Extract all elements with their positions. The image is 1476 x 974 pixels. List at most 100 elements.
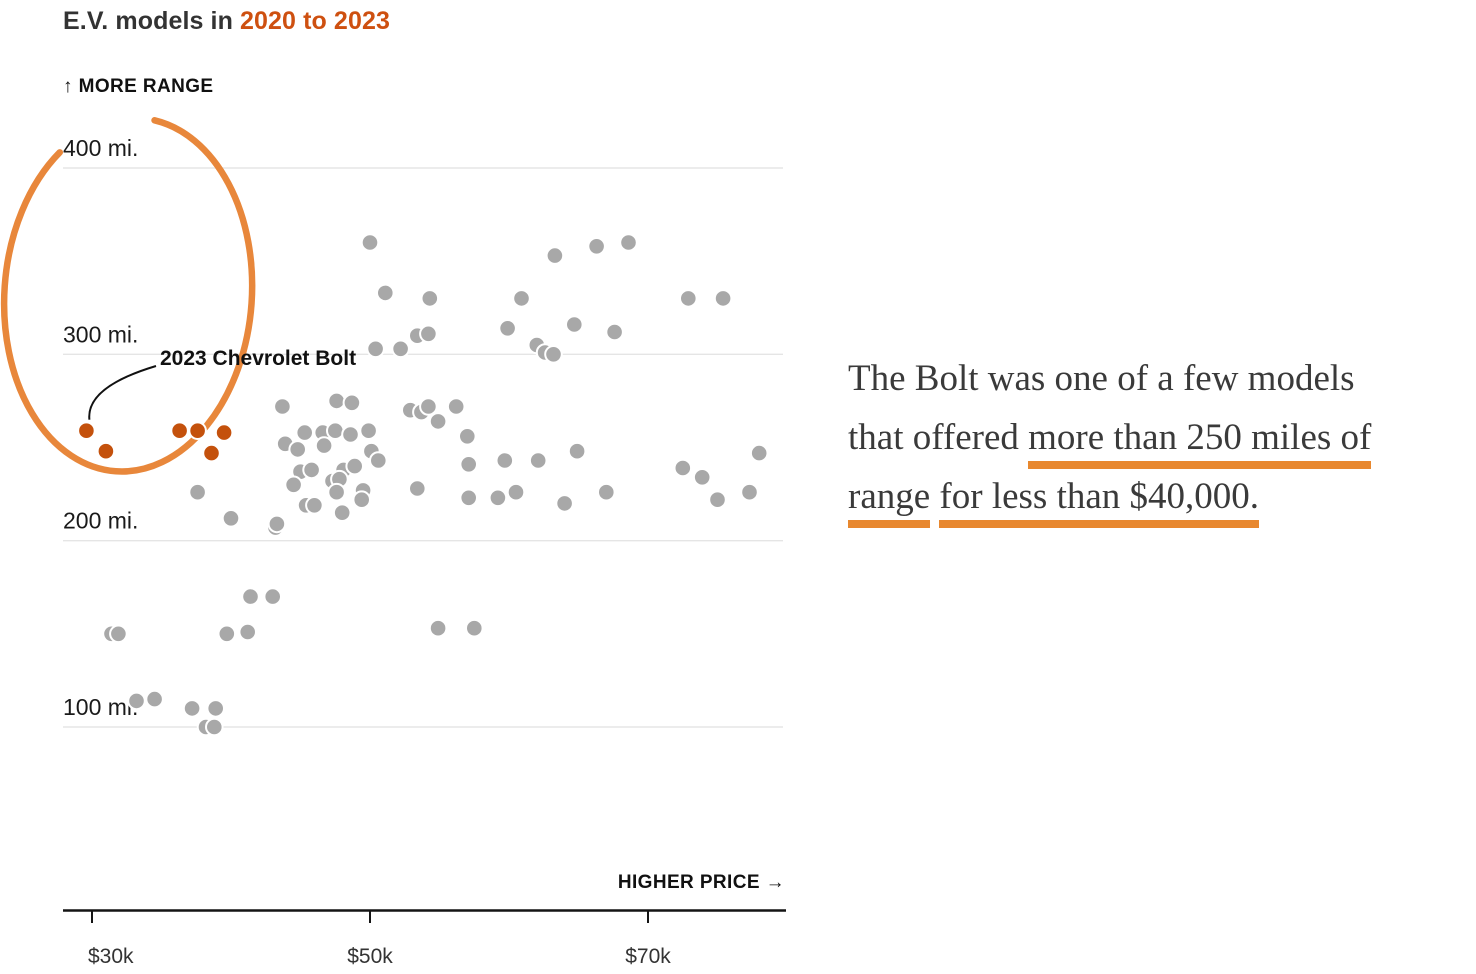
- data-point: [555, 494, 574, 513]
- y-tick-label: 300 mi.: [63, 321, 138, 347]
- data-point: [188, 482, 207, 502]
- data-point: [341, 425, 360, 444]
- highlighted-data-point: [77, 421, 96, 441]
- data-point: [376, 283, 395, 303]
- data-point: [428, 618, 448, 638]
- data-point: [528, 451, 548, 470]
- data-point: [749, 443, 769, 463]
- caption-underlined-text: range: [848, 476, 931, 528]
- annotation-label: 2023 Chevrolet Bolt: [160, 347, 357, 370]
- data-point: [145, 689, 164, 709]
- data-point: [713, 289, 733, 308]
- data-point: [295, 423, 315, 442]
- data-point: [342, 393, 362, 413]
- data-point: [238, 622, 257, 642]
- data-point: [332, 503, 352, 523]
- caption-text: that offered: [848, 417, 1029, 458]
- x-tick-label: $50k: [347, 945, 393, 968]
- caption-text: The Bolt was one of a few models: [848, 358, 1355, 399]
- y-tick-label: 100 mi.: [63, 694, 138, 720]
- caption: The Bolt was one of a few models that off…: [848, 349, 1476, 528]
- highlight-circle: [0, 114, 256, 475]
- caption-underlined-text: for less than $40,000.: [939, 476, 1260, 528]
- caption-line: that offered more than 250 miles of: [848, 408, 1476, 469]
- data-point: [619, 233, 638, 252]
- data-point: [565, 315, 584, 334]
- highlighted-data-point: [188, 421, 207, 441]
- data-point: [360, 233, 380, 252]
- data-point: [446, 397, 466, 416]
- caption-line: The Bolt was one of a few models: [848, 349, 1476, 408]
- data-point: [498, 319, 517, 338]
- data-point: [369, 451, 388, 470]
- data-point: [352, 490, 372, 510]
- data-point: [512, 289, 531, 308]
- data-point: [605, 322, 624, 342]
- x-tick-label: $70k: [625, 945, 671, 968]
- data-point: [205, 717, 224, 737]
- y-axis-direction-text: MORE RANGE: [78, 76, 214, 97]
- highlighted-data-point: [202, 443, 221, 463]
- data-point: [326, 421, 345, 441]
- chart-title-prefix: E.V. models in: [63, 7, 241, 35]
- data-point: [408, 479, 427, 498]
- data-point: [366, 339, 385, 359]
- data-point: [284, 475, 303, 495]
- data-point: [419, 397, 438, 416]
- data-point: [273, 397, 292, 416]
- chart-title: E.V. models in 2020 to 2023: [63, 7, 390, 36]
- data-point: [740, 482, 759, 502]
- data-point: [302, 460, 321, 480]
- data-point: [544, 345, 563, 364]
- data-point: [109, 624, 128, 644]
- data-point: [327, 482, 346, 502]
- data-point: [495, 451, 515, 470]
- data-point: [567, 441, 587, 461]
- data-point: [679, 289, 698, 308]
- data-point: [428, 412, 448, 431]
- y-tick-label: 400 mi.: [63, 135, 138, 161]
- data-point: [673, 458, 693, 478]
- highlighted-data-point: [170, 421, 189, 441]
- y-tick-label: 200 mi.: [63, 508, 138, 534]
- data-point: [420, 289, 440, 308]
- up-arrow-icon: ↑: [63, 76, 73, 97]
- data-point: [345, 456, 365, 476]
- caption-underlined-text: more than 250 miles of: [1028, 417, 1372, 469]
- right-arrow-icon: →: [765, 872, 785, 893]
- data-point: [488, 488, 508, 508]
- data-point: [359, 421, 378, 441]
- data-point: [217, 624, 237, 644]
- data-point: [465, 618, 484, 638]
- data-point: [459, 455, 479, 474]
- data-point: [127, 691, 146, 711]
- data-point: [545, 246, 565, 265]
- highlighted-data-point: [96, 441, 116, 461]
- data-point: [597, 482, 616, 502]
- data-point: [314, 436, 334, 455]
- data-point: [708, 490, 727, 510]
- data-point: [267, 514, 287, 534]
- x-axis-direction-label: HIGHER PRICE →: [0, 872, 785, 894]
- scatter-plot: 400 mi. 300 mi. 200 mi. 100 mi. $30k $50k $70k: [0, 114, 786, 968]
- highlighted-data-point: [214, 423, 234, 442]
- data-point: [391, 339, 410, 359]
- data-point: [692, 468, 712, 487]
- x-axis-direction-text: HIGHER PRICE: [617, 872, 760, 893]
- data-point: [288, 440, 308, 459]
- data-point: [305, 496, 324, 515]
- chart-title-highlight: 2020 to 2023: [240, 7, 390, 35]
- data-point: [587, 237, 606, 256]
- data-point: [263, 587, 283, 606]
- caption-line: range for less than $40,000.: [848, 467, 1476, 528]
- data-point: [506, 482, 526, 502]
- data-point: [459, 488, 479, 508]
- data-point: [241, 587, 260, 606]
- data-point: [458, 427, 477, 446]
- annotation-connector: [88, 365, 157, 420]
- data-point: [419, 324, 438, 344]
- x-tick-label: $30k: [88, 945, 134, 968]
- data-point: [327, 391, 346, 411]
- data-point: [206, 699, 225, 718]
